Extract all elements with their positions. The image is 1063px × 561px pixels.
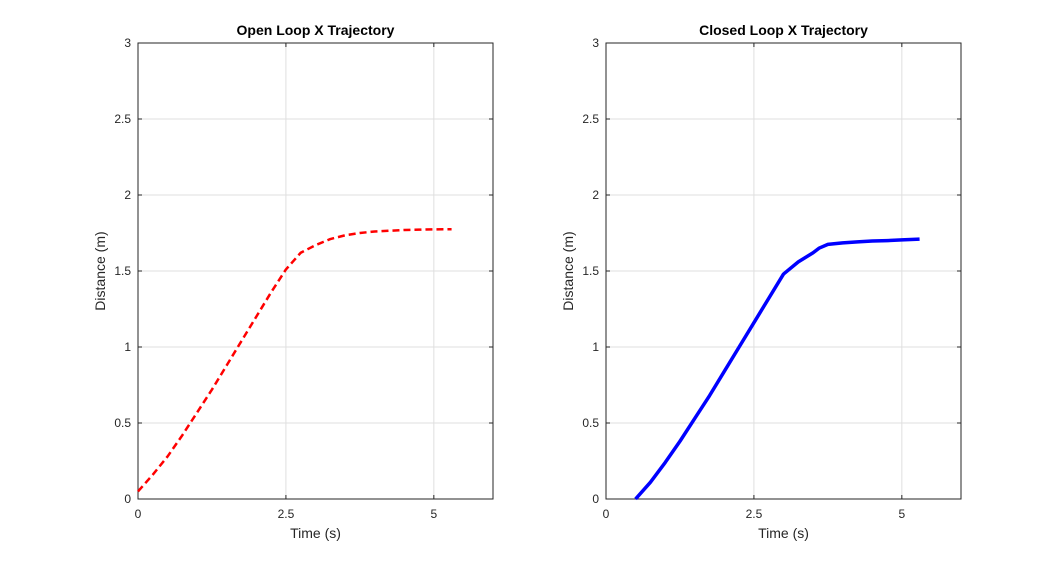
open-loop-x-tick-label: 0 <box>135 507 142 521</box>
closed-loop-y-tick-label: 0.5 <box>582 416 599 430</box>
open-loop-y-tick-label: 2.5 <box>114 112 131 126</box>
open-loop-series-line <box>137 227 452 493</box>
open-loop-y-tick-label: 1 <box>124 340 131 354</box>
closed-loop-x-tick-label: 2.5 <box>746 507 763 521</box>
open-loop-y-tick-label: 2 <box>124 188 131 202</box>
closed-loop-y-tick-label: 2 <box>592 188 599 202</box>
closed-loop-axes: 0 2.5 5 0 0.5 1 1.5 2 2.5 3 Closed Loop X Trajecto… <box>560 22 962 541</box>
closed-loop-y-tick-label: 1.5 <box>582 264 599 278</box>
closed-loop-x-tick-label: 5 <box>898 507 905 521</box>
open-loop-y-axis-label: Distance (m) <box>92 231 108 310</box>
closed-loop-y-tick-label: 1 <box>592 340 599 354</box>
closed-loop-x-tick-label: 0 <box>603 507 610 521</box>
open-loop-x-axis-label: Time (s) <box>290 525 341 541</box>
open-loop-x-tick-label: 5 <box>430 507 437 521</box>
closed-loop-y-tick-label: 0 <box>592 492 599 506</box>
open-loop-x-tick-label: 2.5 <box>278 507 295 521</box>
closed-loop-y-tick-label: 3 <box>592 36 599 50</box>
open-loop-y-tick-label: 0 <box>124 492 131 506</box>
closed-loop-chart-title: Closed Loop X Trajectory <box>699 22 868 38</box>
open-loop-y-tick-label: 3 <box>124 36 131 50</box>
closed-loop-y-axis-label: Distance (m) <box>560 231 576 310</box>
open-loop-y-tick-label: 1.5 <box>114 264 131 278</box>
closed-loop-x-axis-label: Time (s) <box>758 525 809 541</box>
open-loop-y-tick-label: 0.5 <box>114 416 131 430</box>
closed-loop-series-line <box>634 237 920 501</box>
closed-loop-y-tick-label: 2.5 <box>582 112 599 126</box>
open-loop-chart-title: Open Loop X Trajectory <box>237 22 395 38</box>
open-loop-axes: 0 2.5 5 0 0.5 1 1.5 2 2.5 3 Open Loop X Trajectory… <box>92 22 494 541</box>
